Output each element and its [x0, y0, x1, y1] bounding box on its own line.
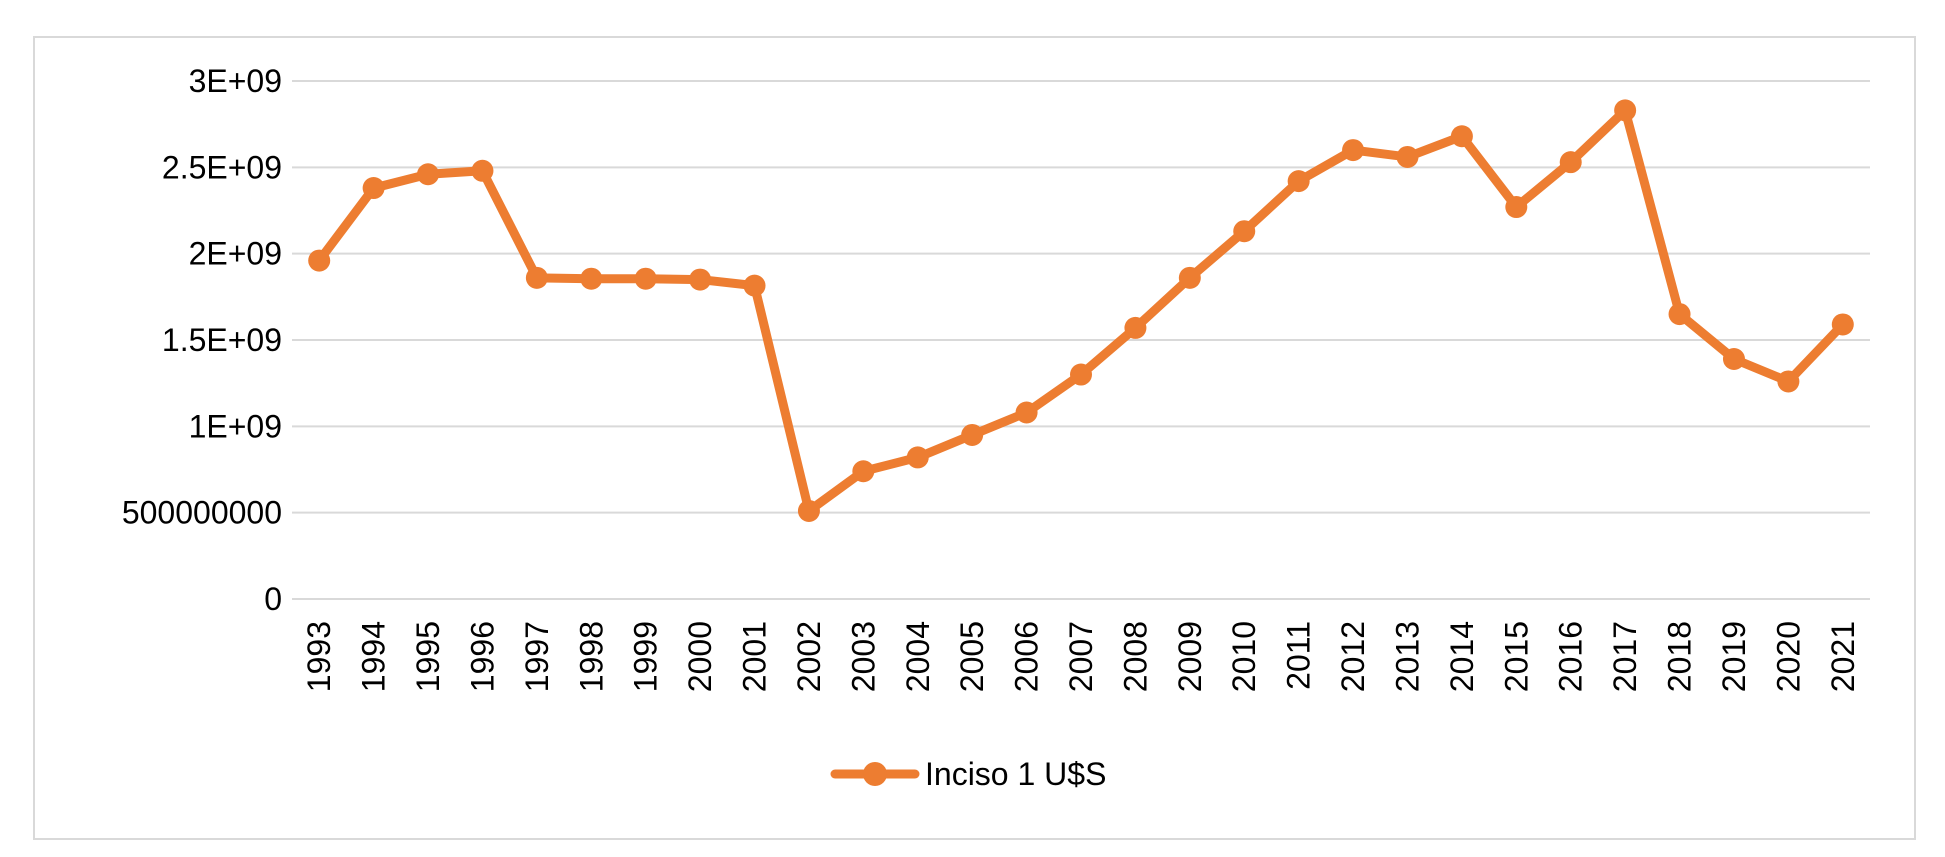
x-tick-label: 1993: [301, 621, 337, 692]
data-point: [852, 460, 875, 483]
data-point: [1668, 303, 1691, 326]
x-tick-label: 2015: [1498, 621, 1534, 692]
x-tick-label: 2009: [1172, 621, 1208, 692]
y-tick-label: 2.5E+09: [162, 149, 282, 185]
data-point: [525, 266, 548, 289]
data-point: [1614, 99, 1637, 122]
data-point: [1831, 313, 1854, 336]
y-tick-label: 1E+09: [189, 408, 282, 444]
data-point: [961, 423, 984, 446]
data-point: [1342, 139, 1365, 162]
data-point: [1559, 151, 1582, 174]
data-point: [417, 163, 440, 186]
x-tick-label: 2014: [1444, 621, 1480, 692]
x-tick-label: 2019: [1716, 621, 1752, 692]
data-point: [1178, 266, 1201, 289]
data-point: [797, 499, 820, 522]
x-tick-label: 2006: [1009, 621, 1045, 692]
x-tick-label: 1999: [628, 621, 664, 692]
x-tick-label: 2021: [1825, 621, 1861, 692]
x-tick-label: 2012: [1335, 621, 1371, 692]
x-tick-label: 2020: [1770, 621, 1806, 692]
data-point: [1070, 363, 1092, 386]
x-tick-label: 1998: [573, 621, 609, 692]
data-point: [1396, 145, 1419, 168]
series-layer: [308, 99, 1854, 522]
y-tick-label: 1.5E+09: [162, 322, 282, 358]
x-tick-label: 2000: [682, 621, 718, 692]
data-point: [634, 267, 657, 290]
gridlines: [292, 80, 1870, 600]
x-tick-label: 2002: [791, 621, 827, 692]
legend-series-label: Inciso 1 U$S: [925, 756, 1106, 792]
x-tick-label: 2011: [1281, 621, 1317, 690]
x-tick-label: 2007: [1063, 621, 1099, 692]
data-point: [1233, 220, 1256, 243]
x-tick-label: 1994: [356, 621, 392, 692]
x-tick-label: 2004: [900, 621, 936, 692]
y-tick-label: 3E+09: [189, 63, 282, 99]
data-point: [689, 268, 712, 291]
y-tick-label: 500000000: [122, 495, 282, 531]
data-point: [1505, 196, 1528, 219]
x-tick-label: 2017: [1607, 621, 1643, 692]
series-line: [314, 105, 1848, 516]
legend: Inciso 1 U$S: [830, 756, 1106, 792]
x-tick-label: 2003: [845, 621, 881, 692]
data-point: [906, 446, 929, 469]
x-tick-label: 2016: [1553, 621, 1589, 692]
x-tick-label: 2010: [1226, 621, 1262, 692]
data-point: [1287, 170, 1310, 193]
data-point: [308, 249, 331, 272]
data-point: [1722, 347, 1745, 370]
legend-series-marker: [863, 762, 887, 786]
x-axis-tick-labels: 1993 1994 1995 1996 1997 1998 1999 2000 2001 2002…: [301, 621, 1861, 692]
x-tick-label: 2005: [954, 621, 990, 692]
data-point: [471, 159, 494, 182]
x-tick-label: 1995: [410, 621, 446, 692]
x-tick-label: 2001: [737, 621, 773, 692]
data-point: [743, 274, 766, 297]
data-point: [1124, 316, 1147, 339]
data-point: [580, 267, 603, 290]
x-tick-label: 1996: [464, 621, 500, 692]
x-tick-label: 2018: [1662, 621, 1698, 692]
data-point: [1777, 370, 1800, 393]
y-tick-label: 2E+09: [189, 236, 282, 272]
x-tick-label: 2008: [1117, 621, 1153, 692]
x-tick-label: 2013: [1389, 621, 1425, 692]
data-point: [1015, 401, 1038, 424]
y-tick-label: 0: [264, 581, 282, 617]
data-point: [1450, 125, 1473, 148]
y-axis-tick-labels: 0 500000000 1E+09 1.5E+09 2E+09 2.5E+09 3E+09: [122, 63, 282, 617]
x-tick-label: 1997: [519, 621, 555, 692]
data-point: [362, 177, 385, 200]
